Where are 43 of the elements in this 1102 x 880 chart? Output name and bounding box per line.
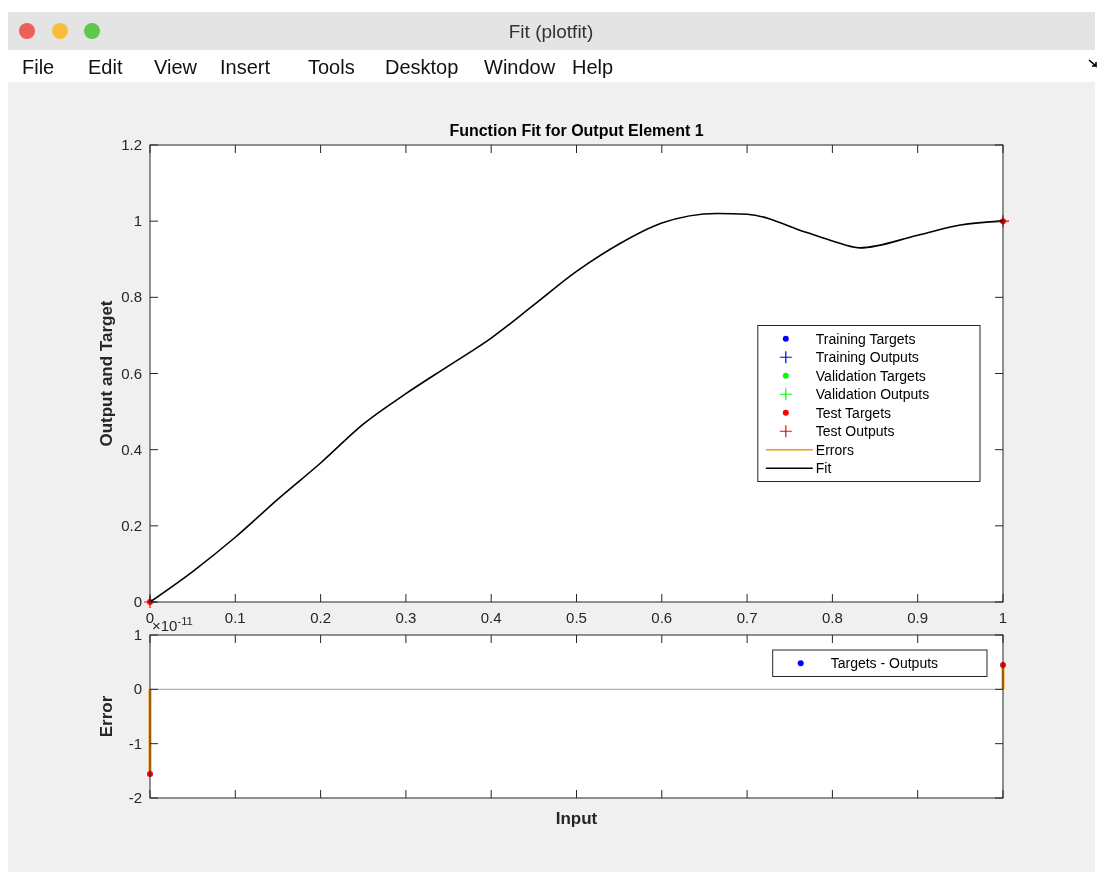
x-axis-title: Input: [555, 809, 598, 828]
chart-title: Function Fit for Output Element 1: [449, 122, 704, 139]
legend-label: Targets - Outputs: [830, 655, 939, 672]
x-tick-label: 0.9: [907, 609, 929, 626]
x-tick-label: 0.3: [395, 609, 417, 626]
y-tick-label: 0.8: [121, 288, 142, 306]
text: Desktop: [385, 56, 459, 78]
legend-label: Test Outputs: [815, 423, 895, 440]
text: Fit (plotfit): [508, 21, 594, 42]
y-tick-label: -1: [128, 734, 142, 752]
text: Window: [484, 56, 556, 78]
y-tick-label: 0.2: [121, 516, 142, 534]
x-tick-label: 0.4: [480, 609, 502, 626]
x-tick-label: 1: [998, 609, 1008, 626]
x-tick-label: 0.7: [736, 609, 758, 626]
y-tick-label: 1: [133, 626, 142, 643]
text: View: [154, 56, 198, 78]
text: Insert: [220, 56, 271, 78]
x-tick-label: 0.1: [224, 609, 246, 626]
text: File: [22, 56, 55, 78]
y-tick-label: 1: [133, 212, 142, 230]
y-tick-label: 1.2: [121, 136, 142, 153]
y-axis-title: Error: [97, 695, 116, 738]
text: Edit: [88, 56, 123, 78]
text: Tools: [308, 56, 355, 78]
x-tick-label: 0.6: [651, 609, 673, 626]
y-axis-title: Output and Target: [97, 300, 116, 447]
legend-label: Training Targets: [815, 330, 916, 347]
y-tick-label: 0.4: [121, 440, 142, 458]
y-tick-label: -2: [128, 789, 142, 806]
y-tick-label: 0.6: [121, 364, 142, 382]
legend-label: Errors: [815, 441, 854, 458]
x-tick-label: 0.5: [566, 609, 587, 626]
x-tick-label: 0.8: [821, 609, 843, 626]
text: Help: [572, 56, 614, 78]
x-tick-label: 0.2: [310, 609, 332, 626]
legend-label: Test Targets: [815, 404, 892, 421]
legend-label: Fit: [815, 460, 832, 477]
legend-label: Validation Targets: [815, 367, 926, 384]
y-tick-label: 0: [133, 680, 142, 698]
legend-label: Training Outputs: [815, 349, 919, 366]
legend-label: Validation Outputs: [815, 386, 930, 403]
y-tick-label: 0: [133, 593, 142, 610]
